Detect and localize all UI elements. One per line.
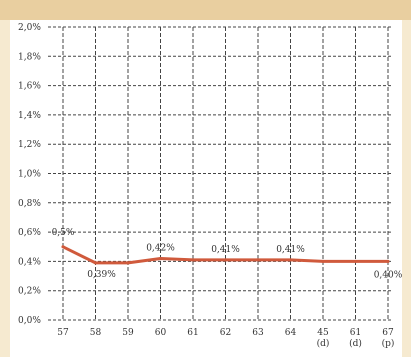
data-point — [61, 245, 65, 249]
data-point — [94, 261, 97, 265]
data-label: 0,5% — [52, 228, 75, 238]
data-label: 0,40% — [374, 270, 403, 280]
x-tick-label: 62 — [220, 328, 231, 338]
y-tick-label: 1,8% — [18, 52, 41, 62]
data-point — [289, 258, 292, 262]
grid — [48, 26, 392, 321]
top-banner — [0, 0, 411, 20]
x-tick-label: 58 — [90, 328, 102, 338]
data-point — [191, 258, 195, 262]
data-label: 0,39% — [87, 270, 116, 280]
y-tick-label: 0,8% — [18, 199, 41, 209]
y-tick-label: 0,6% — [18, 228, 41, 238]
y-tick-label: 1,2% — [18, 140, 41, 150]
data-point — [321, 259, 325, 263]
data-point — [224, 258, 227, 262]
data-label: 0,42% — [146, 243, 175, 253]
x-tick-label: 61 — [187, 328, 198, 338]
y-tick-label: 2,0% — [18, 23, 41, 33]
x-tick-label: 63 — [252, 328, 264, 338]
y-tick-label: 1,0% — [18, 170, 41, 180]
x-tick-label: 60 — [155, 328, 167, 338]
data-labels: 0,5% 0,39% 0,42% 0,41% 0,41% 0,40% — [52, 228, 403, 281]
x-tick-label: 57 — [57, 328, 69, 338]
data-point — [159, 256, 162, 260]
y-tick-label: 0,4% — [18, 257, 41, 267]
data-point — [386, 259, 390, 263]
data-point — [256, 258, 260, 262]
plot-area — [10, 20, 402, 357]
y-tick-label: 1,6% — [18, 82, 41, 92]
y-tick-label: 0,2% — [18, 287, 41, 297]
data-label: 0,41% — [211, 245, 240, 255]
y-tick-label: 1,4% — [18, 111, 41, 121]
x-tick-label: 67 (p) — [382, 328, 395, 349]
data-points — [61, 245, 390, 265]
x-axis-labels: 57 58 59 60 61 62 63 64 45 (d) 61 (d) 67 (p) — [57, 328, 394, 349]
x-tick-label: 45 (d) — [317, 328, 330, 349]
y-tick-label: 0,0% — [18, 316, 41, 326]
x-tick-label: 61 (d) — [349, 328, 362, 349]
x-tick-label: 59 — [122, 328, 134, 338]
x-tick-label: 64 — [285, 328, 297, 338]
data-point — [126, 261, 130, 265]
data-point — [354, 259, 357, 263]
data-label: 0,41% — [276, 245, 305, 255]
y-axis-labels: 0,0% 0,2% 0,4% 0,6% 0,8% 1,0% 1,2% 1,4% 1,6% 1,8%… — [18, 23, 41, 326]
